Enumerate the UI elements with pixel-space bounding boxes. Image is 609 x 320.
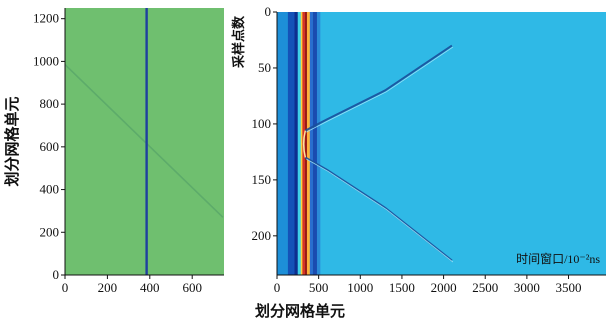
diagonal-line <box>64 64 224 218</box>
left-y-tick-label: 1200 <box>33 11 59 26</box>
direct-wave-band <box>309 12 313 275</box>
direct-wave-band <box>316 12 321 275</box>
left-y-tick-label: 600 <box>40 139 60 154</box>
right-y-tick-label: 0 <box>265 4 272 19</box>
direct-wave-band <box>300 12 303 275</box>
left-x-tick-label: 200 <box>98 280 118 295</box>
direct-wave-band <box>312 12 317 275</box>
reflection-highlight <box>306 158 454 263</box>
reflection-upper-branch <box>304 44 453 132</box>
right-x-tick-label: 2500 <box>472 280 498 295</box>
right-x-tick-label: 1500 <box>389 280 415 295</box>
left-y-axis-label: 划分网格单元 <box>3 96 21 186</box>
left-y-tick-label: 400 <box>40 182 60 197</box>
left-x-tick-label: 0 <box>62 280 69 295</box>
direct-wave-band <box>304 12 307 275</box>
right-y-axis-label: 采样点数 <box>231 15 247 69</box>
shared-x-axis-label: 划分网格单元 <box>255 302 345 320</box>
left-x-tick-label: 600 <box>182 280 202 295</box>
right-x-tick-label: 0 <box>274 280 281 295</box>
right-chart: 0 500 1000 1500 2000 2500 3000 3500 0 50 100 150 200… <box>231 4 606 295</box>
direct-wave-band <box>277 12 288 275</box>
left-x-tick-label: 400 <box>140 280 160 295</box>
right-plot-background <box>277 12 606 275</box>
direct-wave-band <box>294 12 298 275</box>
right-x-tick-label: 3500 <box>556 280 582 295</box>
left-y-tick-label: 200 <box>40 224 60 239</box>
right-y-tick-label: 200 <box>252 228 272 243</box>
left-y-tick-label: 800 <box>40 96 60 111</box>
reflection-highlight <box>306 46 454 133</box>
right-x-tick-label: 3000 <box>514 280 540 295</box>
direct-wave-band <box>287 12 295 275</box>
time-window-annotation: 时间窗口/10⁻²ns <box>516 252 600 266</box>
right-y-tick-label: 100 <box>252 116 272 131</box>
left-y-tick-label: 0 <box>53 267 60 282</box>
left-y-tick-label: 1000 <box>33 53 59 68</box>
right-y-tick-label: 50 <box>258 60 271 75</box>
right-x-tick-label: 2000 <box>431 280 457 295</box>
right-y-tick-label: 150 <box>252 172 272 187</box>
right-x-tick-label: 500 <box>309 280 329 295</box>
direct-wave-band <box>306 12 310 275</box>
left-chart: 0 200 400 600 0 200 400 600 800 1000 1200 划分网格单元 <box>3 8 224 295</box>
right-x-tick-label: 1000 <box>347 280 373 295</box>
direct-wave-band <box>297 12 301 275</box>
reflection-apex <box>302 130 307 158</box>
reflection-lower-branch <box>304 156 453 262</box>
